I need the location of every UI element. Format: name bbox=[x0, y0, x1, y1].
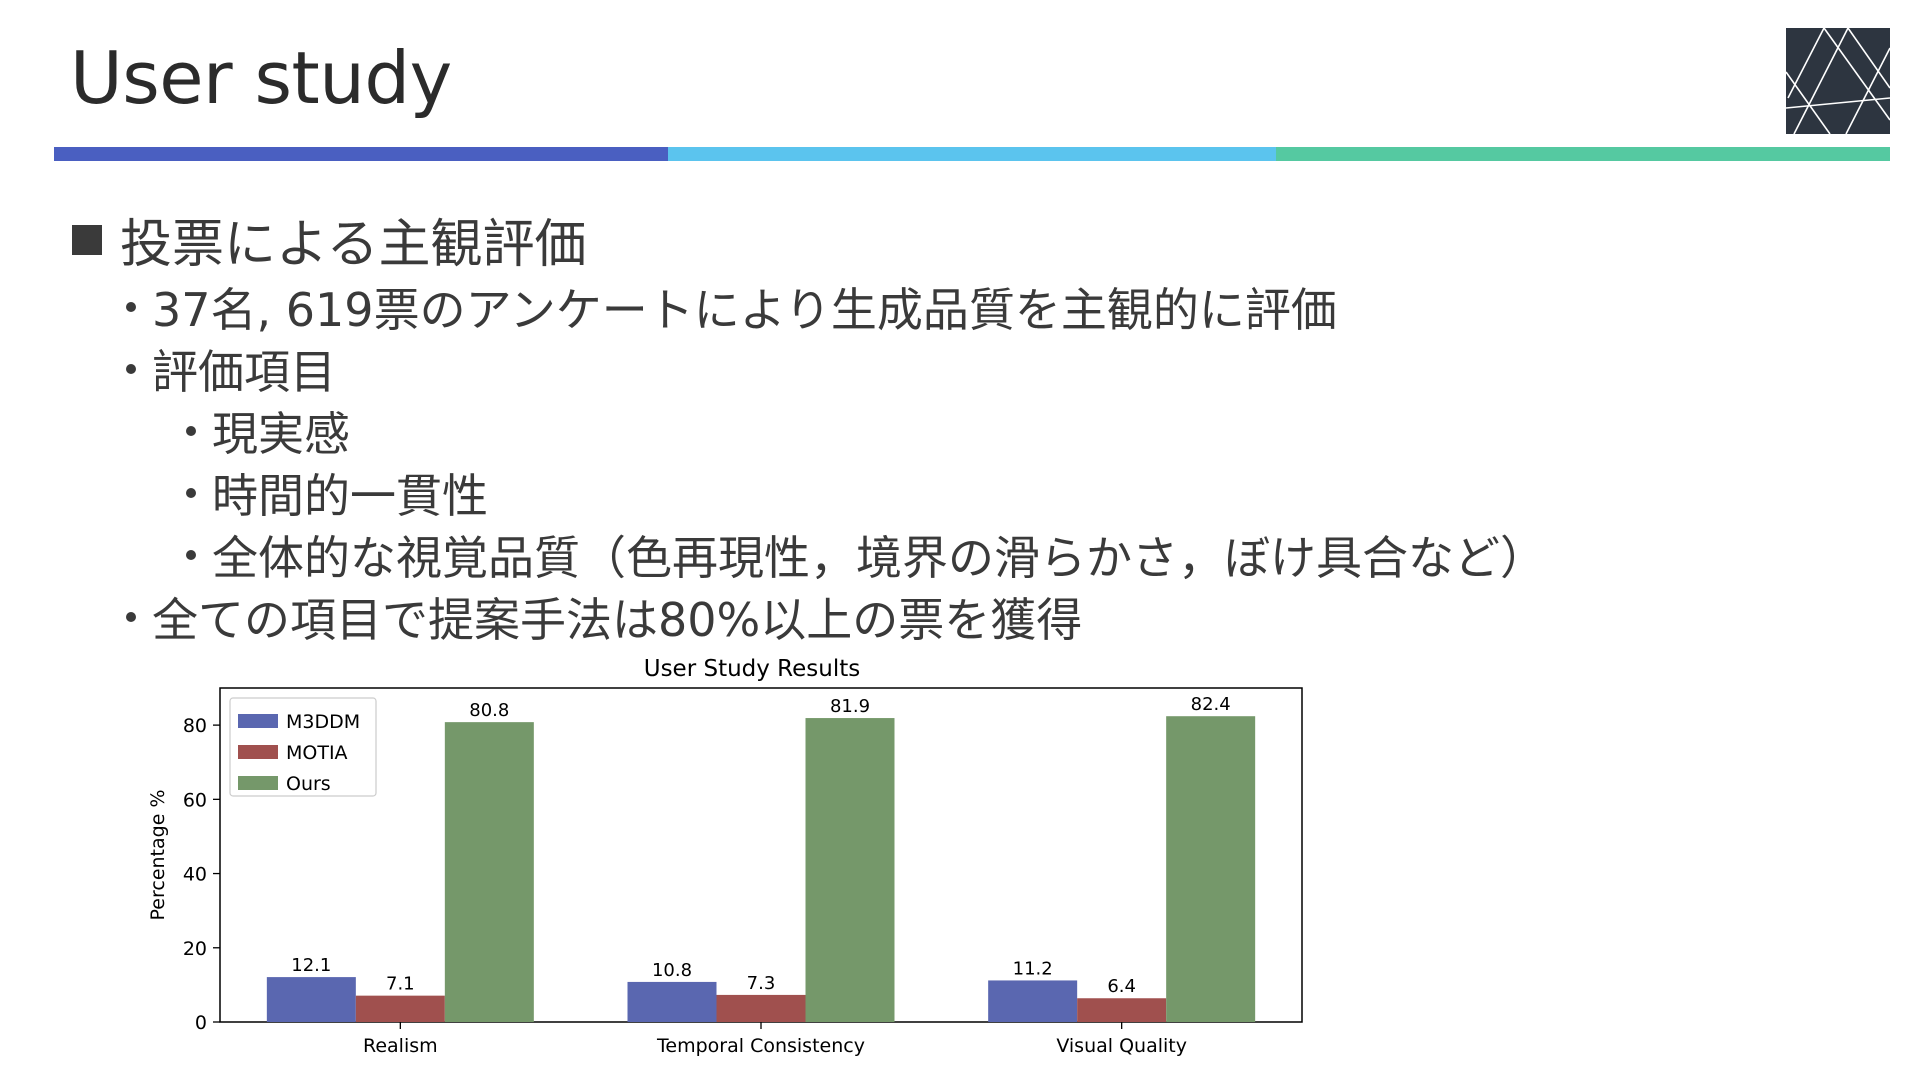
bar-ours bbox=[805, 718, 895, 1022]
bar-ours bbox=[444, 722, 534, 1022]
legend-swatch bbox=[238, 714, 278, 728]
heading-text: 投票による主観評価 bbox=[120, 215, 587, 275]
data-label: 10.8 bbox=[652, 960, 692, 981]
bar-ours bbox=[1166, 716, 1256, 1022]
bullet-item: 37名, 619票のアンケートにより生成品質を主観的に評価 bbox=[126, 274, 1337, 340]
bullet-text: 37名, 619票のアンケートにより生成品質を主観的に評価 bbox=[152, 283, 1337, 337]
sub-bullet-text: 全体的な視覚品質（色再現性，境界の滑らかさ，ぼけ具合など） bbox=[212, 531, 1546, 585]
title-underline-blue bbox=[54, 147, 668, 161]
data-label: 12.1 bbox=[291, 955, 331, 976]
title-underline-green bbox=[1276, 147, 1890, 161]
square-bullet-icon bbox=[72, 224, 102, 255]
bar-m3ddm bbox=[266, 977, 356, 1022]
y-tick-label: 80 bbox=[183, 715, 207, 737]
y-axis-label: Percentage % bbox=[147, 790, 169, 921]
bullet-text: 評価項目 bbox=[152, 345, 336, 399]
chart-title: User Study Results bbox=[644, 656, 861, 682]
y-tick-label: 60 bbox=[183, 789, 207, 811]
legend-label: Ours bbox=[286, 773, 331, 795]
data-label: 6.4 bbox=[1107, 976, 1136, 997]
data-label: 81.9 bbox=[830, 696, 870, 717]
legend-swatch bbox=[238, 745, 278, 759]
bar-motia bbox=[716, 994, 806, 1022]
bar-motia bbox=[355, 995, 445, 1022]
page-title: User study bbox=[70, 36, 452, 120]
conclusion-text: 全ての項目で提案手法は80%以上の票を獲得 bbox=[152, 593, 1083, 647]
bullet-item: 全ての項目で提案手法は80%以上の票を獲得 bbox=[126, 584, 1082, 650]
logo-icon bbox=[1786, 28, 1890, 134]
data-label: 11.2 bbox=[1013, 958, 1053, 979]
bullet-dot-icon bbox=[186, 550, 196, 560]
bar-m3ddm bbox=[988, 980, 1078, 1022]
sub-bullet-text: 現実感 bbox=[212, 407, 350, 461]
bullet-item: 評価項目 bbox=[126, 336, 336, 402]
sub-bullet-item: 現実感 bbox=[186, 398, 350, 464]
y-tick-label: 0 bbox=[195, 1012, 207, 1034]
bar-m3ddm bbox=[627, 981, 717, 1022]
bullet-dot-icon bbox=[186, 426, 196, 436]
heading-bullet: 投票による主観評価 bbox=[72, 202, 586, 277]
sub-bullet-text: 時間的一貫性 bbox=[212, 469, 488, 523]
legend-swatch bbox=[238, 776, 278, 790]
sub-bullet-item: 全体的な視覚品質（色再現性，境界の滑らかさ，ぼけ具合など） bbox=[186, 522, 1546, 588]
bullet-dot-icon bbox=[126, 364, 136, 374]
bar-chart: User Study Results 0 20 40 60 80 Percentage % R… bbox=[147, 656, 1303, 1057]
bullet-dot-icon bbox=[126, 612, 136, 622]
y-tick-label: 20 bbox=[183, 938, 207, 960]
title-underline-cyan bbox=[668, 147, 1276, 161]
data-label: 82.4 bbox=[1191, 694, 1231, 715]
x-tick-label: Visual Quality bbox=[1056, 1035, 1187, 1057]
legend-label: MOTIA bbox=[286, 742, 348, 764]
legend-label: M3DDM bbox=[286, 711, 360, 733]
y-tick-label: 40 bbox=[183, 864, 207, 886]
data-label: 7.1 bbox=[386, 974, 415, 995]
bar-motia bbox=[1077, 998, 1167, 1022]
sub-bullet-item: 時間的一貫性 bbox=[186, 460, 488, 526]
bullet-dot-icon bbox=[186, 488, 196, 498]
x-tick-label: Temporal Consistency bbox=[656, 1035, 865, 1057]
x-tick-label: Realism bbox=[363, 1035, 438, 1057]
plot-frame bbox=[219, 687, 1303, 1023]
data-label: 80.8 bbox=[469, 700, 509, 721]
bullet-dot-icon bbox=[126, 302, 136, 312]
data-label: 7.3 bbox=[747, 973, 776, 994]
